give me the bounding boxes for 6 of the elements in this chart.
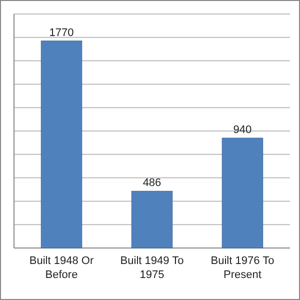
x-tick-label: Built 1948 Or Before [29, 255, 94, 281]
x-tick-label: Built 1949 To 1975 [120, 255, 184, 281]
x-tick-label: Built 1976 To Present [210, 255, 274, 281]
data-label: 940 [233, 124, 252, 136]
data-label: 1770 [49, 26, 74, 39]
data-label: 486 [142, 177, 162, 190]
